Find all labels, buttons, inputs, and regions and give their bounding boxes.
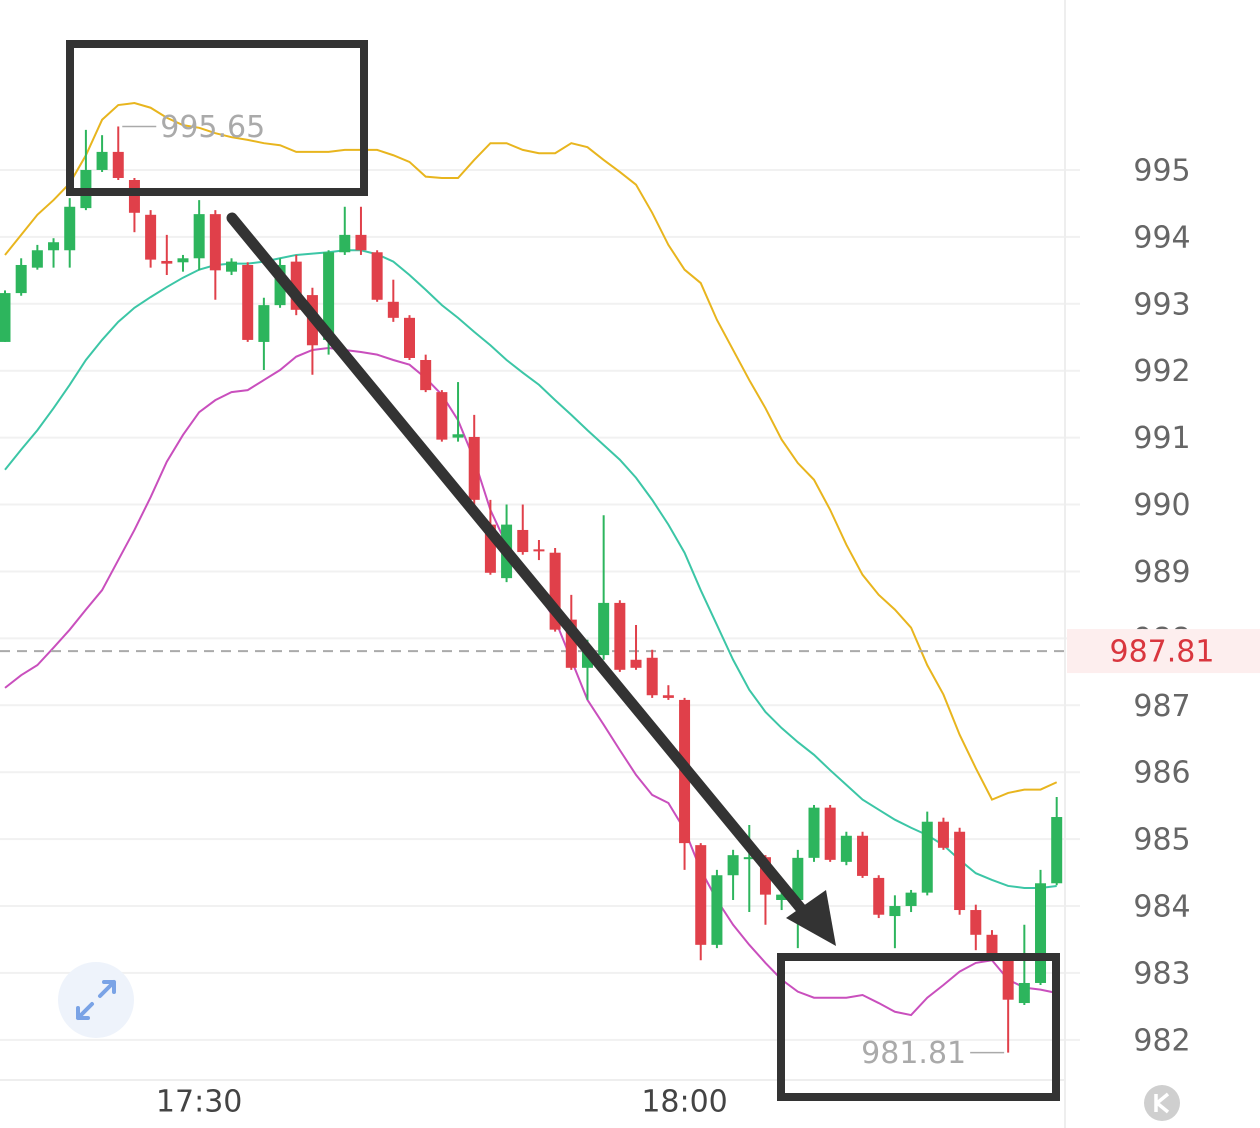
candle-body [355,234,367,251]
y-tick-label: 987 [1133,689,1190,724]
kline-button-bg[interactable] [1144,1085,1180,1121]
candle-body [776,894,788,900]
candle-body [873,877,885,915]
y-tick-label: 993 [1133,287,1190,322]
candle-body [759,857,771,895]
candle-body [824,807,836,860]
y-tick-label: 990 [1133,488,1190,523]
candle-body [484,524,496,573]
y-tick-label: 991 [1133,421,1190,456]
candle-body [1035,883,1047,983]
candle-body [274,264,286,306]
candle-body [808,807,820,858]
candle-body [517,529,529,553]
candle-body [31,250,43,268]
candle-body [711,875,723,945]
candle-body [145,214,157,260]
candle-body [177,258,189,263]
candle-body [792,857,804,900]
candle-body [857,835,869,876]
candle-body [662,695,674,698]
candle-body [1018,982,1030,1004]
y-tick-label: 986 [1133,756,1190,791]
band-line [4,102,1058,801]
candle-body [64,206,76,251]
highlight-box [66,40,368,196]
grid [0,168,1080,1041]
candle-body [0,293,11,342]
current-price-bg [1067,629,1260,674]
candle-body [727,855,739,876]
candle-body [468,436,480,500]
candle-body [339,234,351,253]
candle-body [646,657,658,696]
y-tick-label: 992 [1133,354,1190,389]
candle-body [404,317,415,358]
current-price-label: 987.81 [1110,635,1215,670]
y-tick-label: 994 [1133,220,1190,255]
y-tick-label: 985 [1133,823,1190,858]
max-label: 995.65 [160,110,265,145]
expand-icon[interactable] [76,980,116,1020]
band-line [4,249,1057,889]
kline-icon[interactable] [1154,1092,1170,1114]
candle-body [986,934,998,955]
candle-body [96,151,108,170]
candle-body [193,214,205,259]
y-tick-label: 983 [1133,956,1190,991]
candle-body [387,301,399,318]
trend-arrow-head [786,890,836,946]
candle-body [905,892,917,907]
candle-body [1002,958,1014,1000]
expand-button[interactable] [58,962,134,1038]
candle-body [226,261,238,272]
candle-body [598,602,610,656]
min-label: 981.81 [861,1036,966,1071]
candle-body [937,821,949,848]
candle-body [889,906,901,917]
candle-body [630,659,642,668]
axes: 9829839849859869879889899909919929939949… [122,110,1260,1120]
candle-body [420,360,432,391]
candle-body [452,434,464,438]
candle-body [614,602,626,670]
y-tick-label: 982 [1133,1023,1190,1058]
candle-body [695,845,707,945]
annotation-overlay [66,40,1060,1101]
kline-button[interactable] [1144,1085,1180,1121]
candle-body [1051,817,1063,884]
y-tick-label: 995 [1133,153,1190,188]
candle-body [209,214,221,271]
candle-body [242,264,254,340]
x-tick-label: 17:30 [156,1085,242,1120]
candle-body [258,305,270,342]
y-tick-label: 984 [1133,890,1190,925]
candle-body [290,261,302,310]
candle-body [533,549,545,552]
candle-body [161,260,173,264]
y-tick-label: 989 [1133,555,1190,590]
candle-body [436,392,448,440]
candle-body [970,910,982,935]
x-tick-label: 18:00 [641,1085,727,1120]
candle-body [371,252,383,300]
candle-body [15,264,27,294]
candle-body [840,835,852,862]
candle-body [549,552,561,630]
highlight-box [777,953,1060,1101]
trend-arrow [226,212,818,928]
expand-button-bg[interactable] [58,962,134,1038]
candle-body [743,857,755,860]
candle-body [565,619,577,668]
candle-body [921,821,933,893]
candle-body [112,151,124,178]
candle-body [128,180,140,213]
candle-body [48,242,60,251]
candle-body [954,831,966,911]
candle-body [323,252,335,340]
